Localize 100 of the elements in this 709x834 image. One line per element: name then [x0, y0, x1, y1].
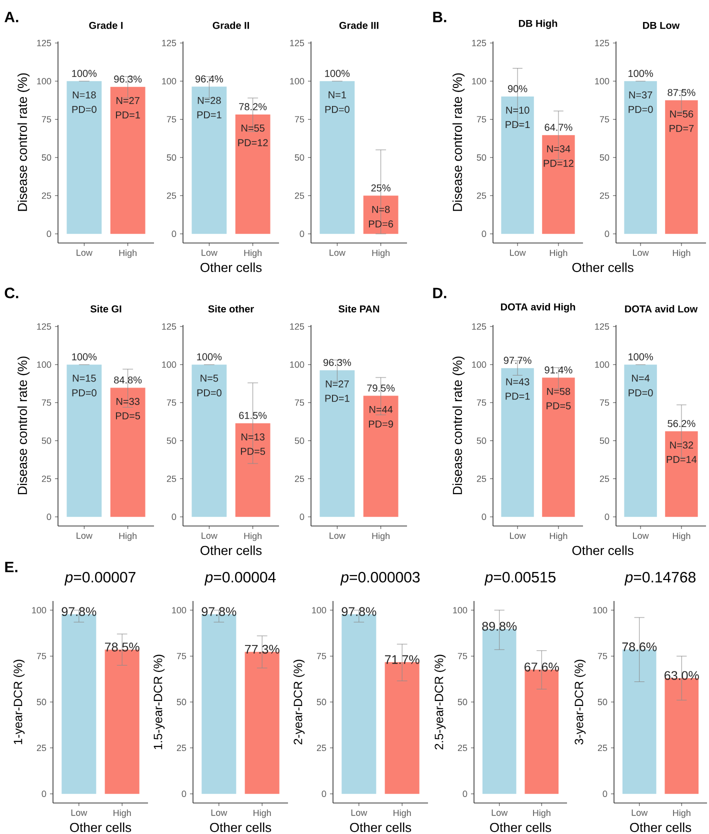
annotation: PD=12 — [544, 160, 574, 167]
text: C. — [4, 288, 18, 298]
chart-title: DOTA avid Low — [625, 305, 698, 312]
y-tick-label: 75 — [600, 400, 610, 406]
y-tick-label: 0 — [46, 514, 52, 520]
x-tick-label: High — [673, 810, 690, 818]
x-tick-label: Low — [76, 532, 92, 539]
y-tick-label: 0 — [42, 790, 46, 798]
annotation: N=33 — [116, 398, 140, 406]
y-tick-label: 125 — [162, 323, 176, 330]
x-tick-label: Low — [510, 532, 526, 539]
annotation: PD=1 — [197, 111, 222, 118]
y-tick-label: 0 — [602, 790, 608, 798]
annotation: N=10 — [506, 106, 530, 114]
y-tick-label: 50 — [476, 438, 486, 444]
y-axis-title: 2-year-DCR (%) — [293, 660, 305, 744]
data-label: 100% — [72, 70, 97, 77]
annotation: N=27 — [116, 97, 140, 104]
y-tick-label: 25 — [458, 744, 468, 752]
x-tick-label: Low — [510, 250, 526, 256]
data-label: 84.8% — [114, 376, 142, 384]
x-tick-label: Low — [202, 532, 218, 539]
y-tick-label: 75 — [476, 116, 486, 122]
y-tick-label: 25 — [316, 744, 326, 752]
y-tick-label: 100 — [595, 78, 610, 84]
y-tick-label: 125 — [472, 323, 486, 330]
y-tick-label: 50 — [598, 698, 608, 706]
data-label: 77.3% — [245, 644, 280, 654]
x-tick-label: High — [254, 810, 271, 818]
x-tick-label: High — [672, 250, 690, 258]
x-tick-label: Low — [633, 532, 649, 539]
annotation: PD=0 — [72, 389, 96, 396]
chart-title: DB Low — [643, 22, 680, 29]
text: D. — [433, 288, 446, 298]
annotation: PD=9 — [368, 420, 394, 428]
data-label: 100% — [628, 70, 653, 77]
y-axis-title: 1-year-DCR (%) — [13, 660, 25, 744]
annotation: PD=0 — [72, 106, 96, 113]
annotation: N=55 — [242, 124, 264, 132]
annotation: N=1 — [328, 91, 346, 98]
y-axis-title: Disease control rate (%) — [17, 73, 30, 211]
y-tick-label: 25 — [600, 476, 610, 482]
y-tick-label: 100 — [472, 361, 486, 368]
chart-title: p=0.00007 — [64, 572, 136, 586]
chart-title: Grade III — [339, 22, 378, 29]
chart-title: Site PAN — [338, 305, 380, 312]
data-label: 96.3% — [114, 76, 142, 83]
y-tick-label: 0 — [172, 514, 176, 520]
y-tick-label: 100 — [290, 361, 304, 368]
annotation: N=56 — [670, 110, 694, 118]
annotation: PD=0 — [628, 106, 653, 113]
y-tick-label: 0 — [300, 230, 304, 238]
annotation: N=43 — [506, 378, 530, 386]
data-label: 64.7% — [544, 124, 572, 131]
annotation: N=32 — [670, 441, 694, 449]
y-tick-label: 125 — [37, 323, 52, 330]
data-label: 89.8% — [482, 622, 517, 631]
chart-title: Grade II — [212, 22, 249, 29]
y-axis-title: Disease control rate (%) — [452, 356, 465, 494]
y-tick-label: 75 — [600, 116, 610, 122]
y-tick-label: 50 — [36, 698, 46, 706]
y-tick-label: 50 — [42, 154, 52, 161]
annotation: N=4 — [632, 374, 650, 382]
y-tick-label: 50 — [166, 154, 176, 161]
annotation: N=5 — [200, 374, 218, 382]
y-tick-label: 0 — [604, 230, 610, 238]
annotation: PD=5 — [240, 448, 266, 455]
data-label: 78.6% — [622, 642, 657, 652]
annotation: PD=1 — [116, 112, 140, 118]
data-label: 63.0% — [664, 671, 699, 680]
y-tick-label: 125 — [290, 40, 304, 46]
y-tick-label: 75 — [294, 116, 304, 122]
x-tick-label: Low — [492, 810, 508, 816]
x-tick-label: Low — [202, 250, 218, 256]
y-tick-label: 50 — [294, 438, 304, 444]
data-label: 96.4% — [195, 75, 224, 82]
chart-title: p=0.14768 — [624, 572, 696, 586]
y-tick-label: 50 — [600, 154, 610, 161]
y-tick-label: 75 — [166, 400, 176, 406]
y-tick-label: 25 — [294, 192, 304, 199]
annotation: N=27 — [326, 380, 349, 388]
x-tick-label: High — [394, 810, 411, 818]
y-tick-label: 50 — [176, 698, 186, 706]
text: A. — [4, 12, 18, 22]
y-tick-label: 125 — [595, 323, 610, 330]
annotation: PD=0 — [197, 389, 222, 396]
y-tick-label: 25 — [294, 476, 304, 482]
annotation: PD=0 — [325, 106, 350, 113]
y-tick-label: 100 — [37, 361, 52, 368]
y-tick-label: 125 — [37, 40, 52, 46]
x-tick-label: High — [550, 250, 568, 258]
x-tick-label: Low — [351, 810, 368, 816]
y-tick-label: 0 — [604, 514, 610, 520]
data-label: 100% — [628, 353, 653, 360]
annotation: N=8 — [372, 206, 390, 213]
data-label: 78.2% — [239, 103, 267, 110]
y-axis-title: 2.5-year-DCR (%) — [434, 654, 446, 750]
y-tick-label: 50 — [316, 698, 326, 706]
annotation: N=13 — [242, 433, 264, 440]
data-label: 61.5% — [239, 412, 267, 420]
